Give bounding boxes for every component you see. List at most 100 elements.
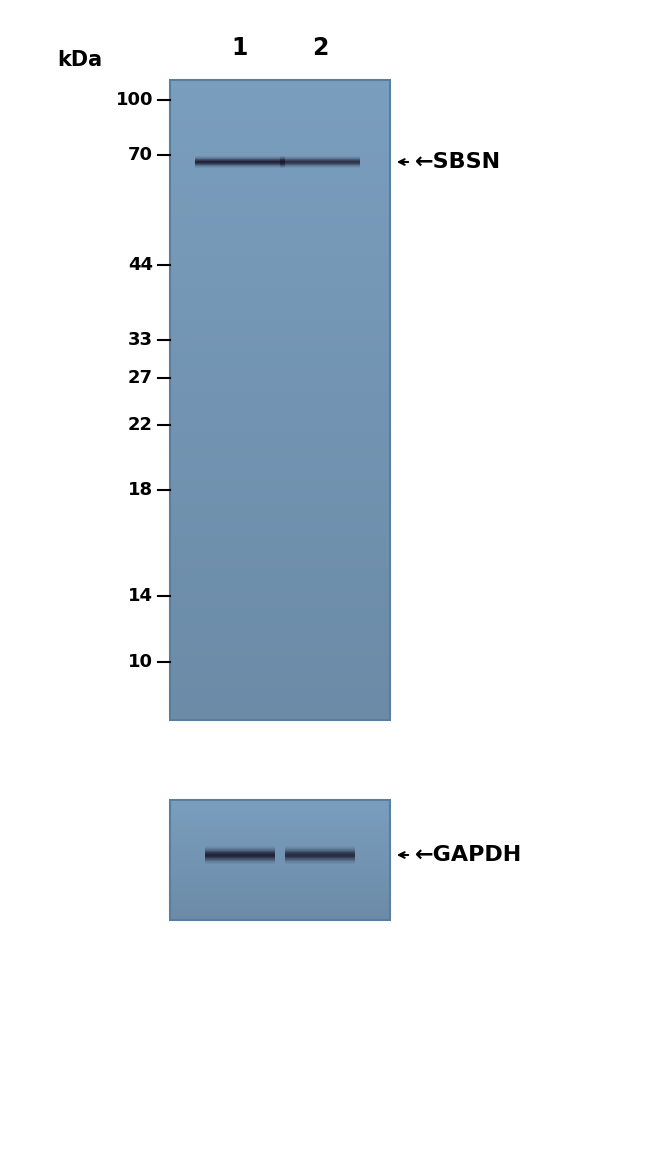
Bar bbox=[170, 544, 390, 553]
Bar bbox=[170, 376, 390, 384]
Bar bbox=[170, 80, 390, 720]
Text: ←GAPDH: ←GAPDH bbox=[415, 845, 522, 865]
Bar bbox=[170, 851, 390, 852]
Bar bbox=[170, 424, 390, 432]
Bar bbox=[170, 455, 390, 464]
Bar bbox=[170, 835, 390, 836]
Bar bbox=[170, 897, 390, 899]
Bar bbox=[170, 827, 390, 829]
Bar bbox=[170, 845, 390, 846]
Bar bbox=[170, 890, 390, 891]
Bar bbox=[170, 288, 390, 296]
Bar bbox=[170, 408, 390, 416]
Bar bbox=[170, 296, 390, 304]
Bar bbox=[170, 616, 390, 624]
Bar bbox=[170, 560, 390, 568]
Bar bbox=[170, 919, 390, 920]
Bar bbox=[170, 833, 390, 835]
Bar bbox=[170, 806, 390, 808]
Bar bbox=[170, 680, 390, 688]
Bar bbox=[170, 536, 390, 544]
Bar bbox=[170, 160, 390, 168]
Bar bbox=[170, 850, 390, 851]
Bar bbox=[170, 876, 390, 879]
Bar bbox=[170, 880, 390, 881]
Bar bbox=[170, 600, 390, 608]
Text: 10: 10 bbox=[128, 653, 153, 670]
Bar bbox=[170, 632, 390, 640]
Bar bbox=[170, 808, 390, 809]
Bar bbox=[170, 865, 390, 866]
Bar bbox=[170, 831, 390, 833]
Bar bbox=[170, 672, 390, 680]
Bar bbox=[170, 849, 390, 850]
Bar bbox=[170, 910, 390, 911]
Text: 27: 27 bbox=[128, 369, 153, 387]
Bar bbox=[170, 836, 390, 837]
Bar bbox=[170, 168, 390, 176]
Bar bbox=[170, 837, 390, 839]
Bar bbox=[170, 872, 390, 874]
Bar bbox=[170, 904, 390, 905]
Bar bbox=[170, 869, 390, 870]
Bar bbox=[170, 821, 390, 823]
Bar bbox=[170, 304, 390, 312]
Bar bbox=[170, 216, 390, 224]
Bar bbox=[170, 854, 390, 855]
Bar bbox=[170, 906, 390, 907]
Text: kDa: kDa bbox=[57, 50, 103, 71]
Bar bbox=[170, 852, 390, 854]
Bar bbox=[170, 829, 390, 830]
Bar bbox=[170, 891, 390, 892]
Bar bbox=[170, 504, 390, 512]
Bar bbox=[170, 360, 390, 368]
Bar bbox=[170, 655, 390, 664]
Bar bbox=[170, 884, 390, 885]
Bar bbox=[170, 488, 390, 496]
Bar bbox=[170, 176, 390, 184]
Bar bbox=[170, 824, 390, 825]
Bar bbox=[170, 855, 390, 857]
Bar bbox=[170, 859, 390, 860]
Bar bbox=[170, 885, 390, 887]
Bar bbox=[170, 688, 390, 696]
Bar bbox=[170, 432, 390, 440]
Bar bbox=[170, 889, 390, 890]
Bar bbox=[170, 810, 390, 812]
Bar bbox=[170, 839, 390, 840]
Bar bbox=[170, 800, 390, 920]
Bar bbox=[170, 568, 390, 576]
Bar bbox=[170, 584, 390, 592]
Bar bbox=[170, 801, 390, 803]
Bar bbox=[170, 384, 390, 392]
Text: 1: 1 bbox=[232, 36, 248, 60]
Text: 33: 33 bbox=[128, 331, 153, 349]
Bar bbox=[170, 818, 390, 820]
Bar bbox=[170, 901, 390, 902]
Bar bbox=[170, 624, 390, 632]
Bar bbox=[170, 899, 390, 901]
Bar bbox=[170, 805, 390, 806]
Bar bbox=[170, 870, 390, 872]
Bar bbox=[170, 336, 390, 344]
Bar bbox=[170, 184, 390, 192]
Bar bbox=[170, 264, 390, 272]
Bar bbox=[170, 860, 390, 861]
Bar bbox=[170, 328, 390, 336]
Bar bbox=[170, 104, 390, 112]
Bar bbox=[170, 232, 390, 240]
Bar bbox=[170, 866, 390, 867]
Bar bbox=[170, 400, 390, 408]
Bar bbox=[170, 902, 390, 904]
Bar bbox=[170, 449, 390, 455]
Bar bbox=[170, 344, 390, 351]
Bar bbox=[170, 128, 390, 136]
Bar bbox=[170, 846, 390, 849]
Bar bbox=[170, 368, 390, 376]
Bar bbox=[170, 272, 390, 280]
Bar bbox=[170, 151, 390, 160]
Bar bbox=[170, 664, 390, 672]
Bar bbox=[170, 553, 390, 560]
Bar bbox=[170, 844, 390, 845]
Bar bbox=[170, 840, 390, 842]
